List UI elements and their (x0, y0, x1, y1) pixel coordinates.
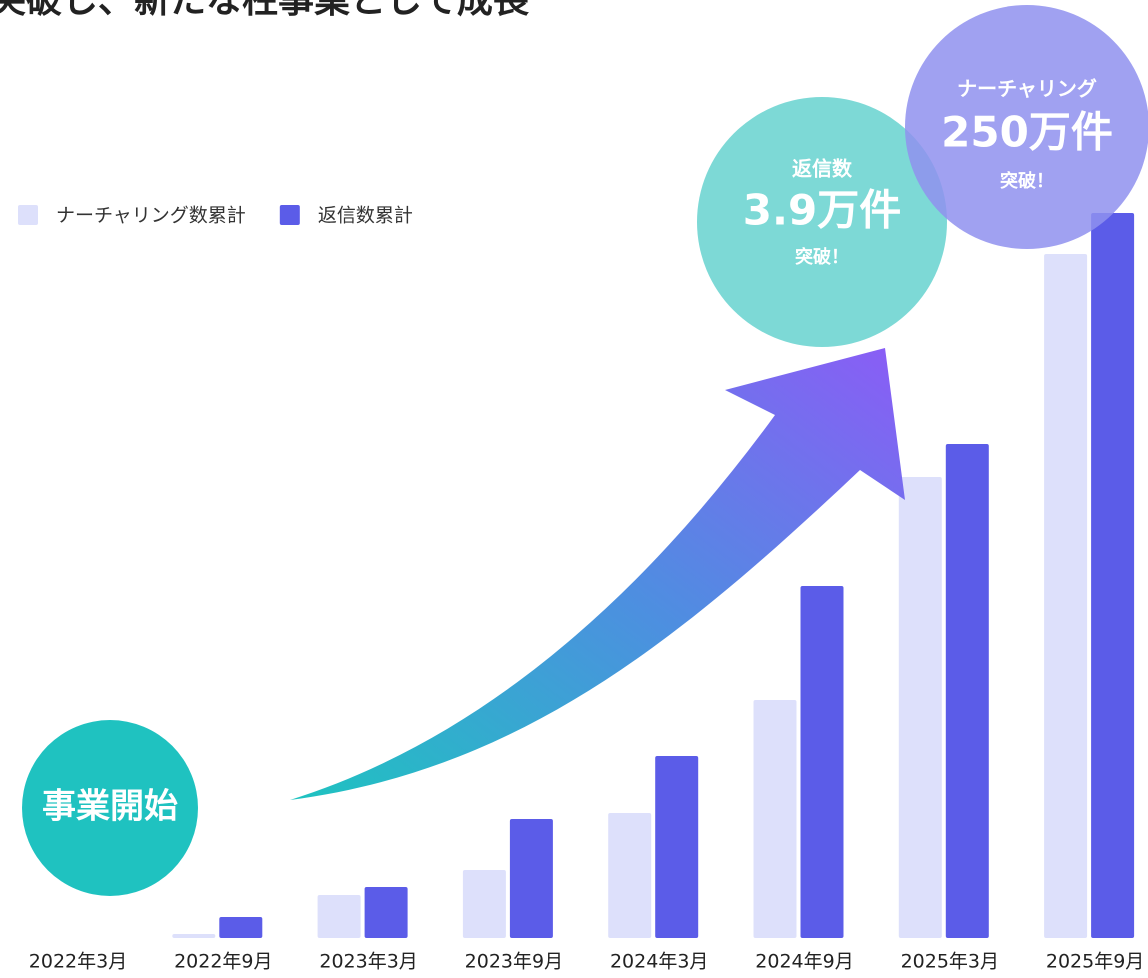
annotation: 3.9万件 (743, 186, 901, 235)
nurturing-badge (905, 5, 1148, 249)
growth-arrow (290, 348, 905, 800)
annotation: 250万件 (941, 108, 1113, 157)
bars (172, 213, 1135, 938)
legend-swatch (18, 205, 38, 225)
bar (219, 917, 263, 938)
bar (753, 700, 797, 938)
bar (800, 586, 844, 938)
x-tick-label: 2022年9月 (174, 951, 272, 973)
x-tick-label: 2025年3月 (901, 951, 999, 973)
legend-swatch (279, 205, 300, 225)
bar (945, 444, 989, 938)
start-badge (22, 720, 198, 896)
annotation: ナーチャリング (957, 77, 1097, 101)
annotation: 返信数 (792, 157, 853, 181)
bar (317, 895, 361, 938)
annotation: 事業開始 (42, 787, 178, 827)
bar (898, 477, 942, 938)
bar (172, 934, 216, 938)
annotation: 突破！ (1000, 170, 1054, 192)
bar (655, 756, 699, 938)
chart-title: 突破し、新たな柱事業として成長 (0, 0, 530, 21)
annotation: 突破！ (795, 246, 849, 268)
legend-label: 返信数累計 (318, 205, 413, 227)
reply-badge (697, 97, 947, 347)
bar (1044, 254, 1088, 938)
x-tick-label: 2023年9月 (465, 951, 563, 973)
bar (608, 813, 652, 938)
bar (462, 870, 506, 938)
x-tick-label: 2024年3月 (610, 951, 708, 973)
x-tick-label: 2022年3月 (29, 951, 127, 973)
bar (1091, 213, 1135, 938)
bar (509, 819, 553, 938)
x-tick-label: 2025年9月 (1046, 951, 1144, 973)
x-tick-label: 2023年3月 (319, 951, 417, 973)
x-tick-label: 2024年9月 (755, 951, 853, 973)
legend-label: ナーチャリング数累計 (56, 205, 246, 227)
bar (364, 887, 408, 938)
